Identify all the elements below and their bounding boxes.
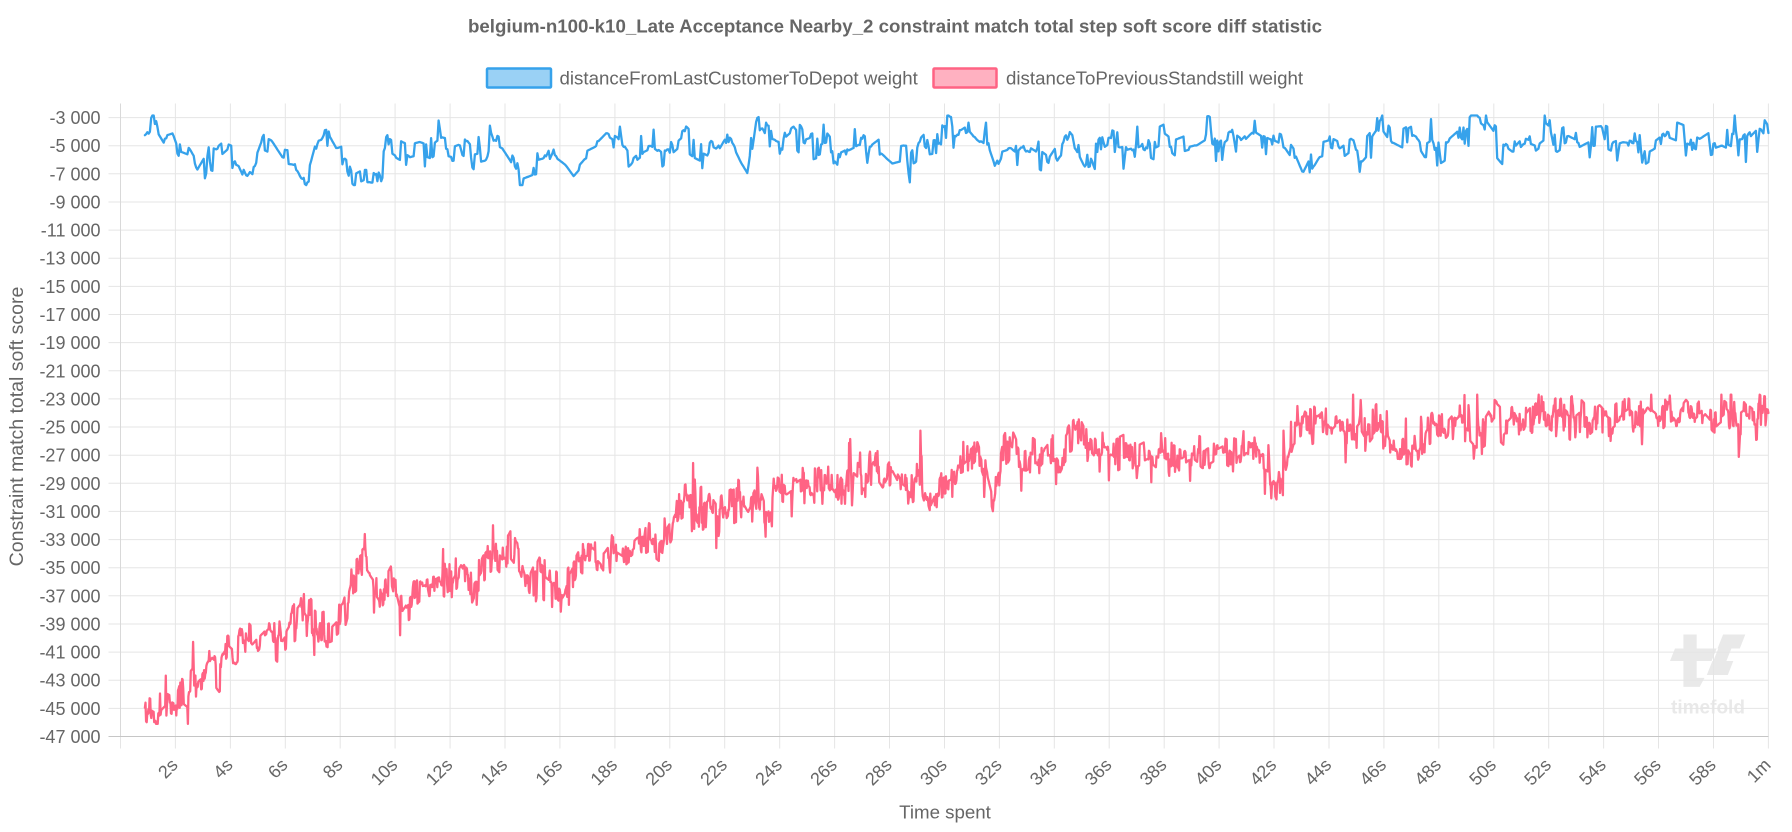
svg-text:-19 000: -19 000 — [39, 333, 100, 353]
svg-text:-13 000: -13 000 — [39, 249, 100, 269]
svg-text:-15 000: -15 000 — [39, 277, 100, 297]
svg-text:-11 000: -11 000 — [41, 221, 101, 241]
svg-text:-41 000: -41 000 — [39, 643, 100, 663]
svg-text:-3 000: -3 000 — [49, 108, 100, 128]
svg-text:-25 000: -25 000 — [39, 418, 100, 438]
svg-text:-7 000: -7 000 — [49, 164, 100, 184]
svg-text:-5 000: -5 000 — [49, 136, 100, 156]
svg-text:-45 000: -45 000 — [39, 699, 100, 719]
svg-text:-9 000: -9 000 — [49, 193, 100, 213]
svg-text:-17 000: -17 000 — [39, 305, 100, 325]
svg-text:-37 000: -37 000 — [39, 586, 100, 606]
svg-text:-23 000: -23 000 — [39, 389, 100, 409]
svg-text:-39 000: -39 000 — [39, 615, 100, 635]
svg-text:belgium-n100-k10_Late Acceptan: belgium-n100-k10_Late Acceptance Nearby_… — [468, 16, 1322, 37]
svg-text:-43 000: -43 000 — [39, 671, 100, 691]
svg-text:-27 000: -27 000 — [39, 446, 100, 466]
svg-text:-29 000: -29 000 — [39, 474, 100, 494]
svg-text:-47 000: -47 000 — [39, 727, 100, 747]
svg-text:-35 000: -35 000 — [39, 558, 100, 578]
svg-text:-21 000: -21 000 — [39, 361, 100, 381]
svg-text:-31 000: -31 000 — [39, 502, 100, 522]
svg-text:Constraint match total soft sc: Constraint match total soft score — [6, 287, 28, 567]
svg-text:-33 000: -33 000 — [39, 530, 100, 550]
svg-text:distanceFromLastCustomerToDepo: distanceFromLastCustomerToDepot weight — [560, 67, 919, 88]
svg-text:distanceToPreviousStandstill w: distanceToPreviousStandstill weight — [1006, 67, 1304, 88]
svg-text:Time spent: Time spent — [899, 802, 992, 823]
